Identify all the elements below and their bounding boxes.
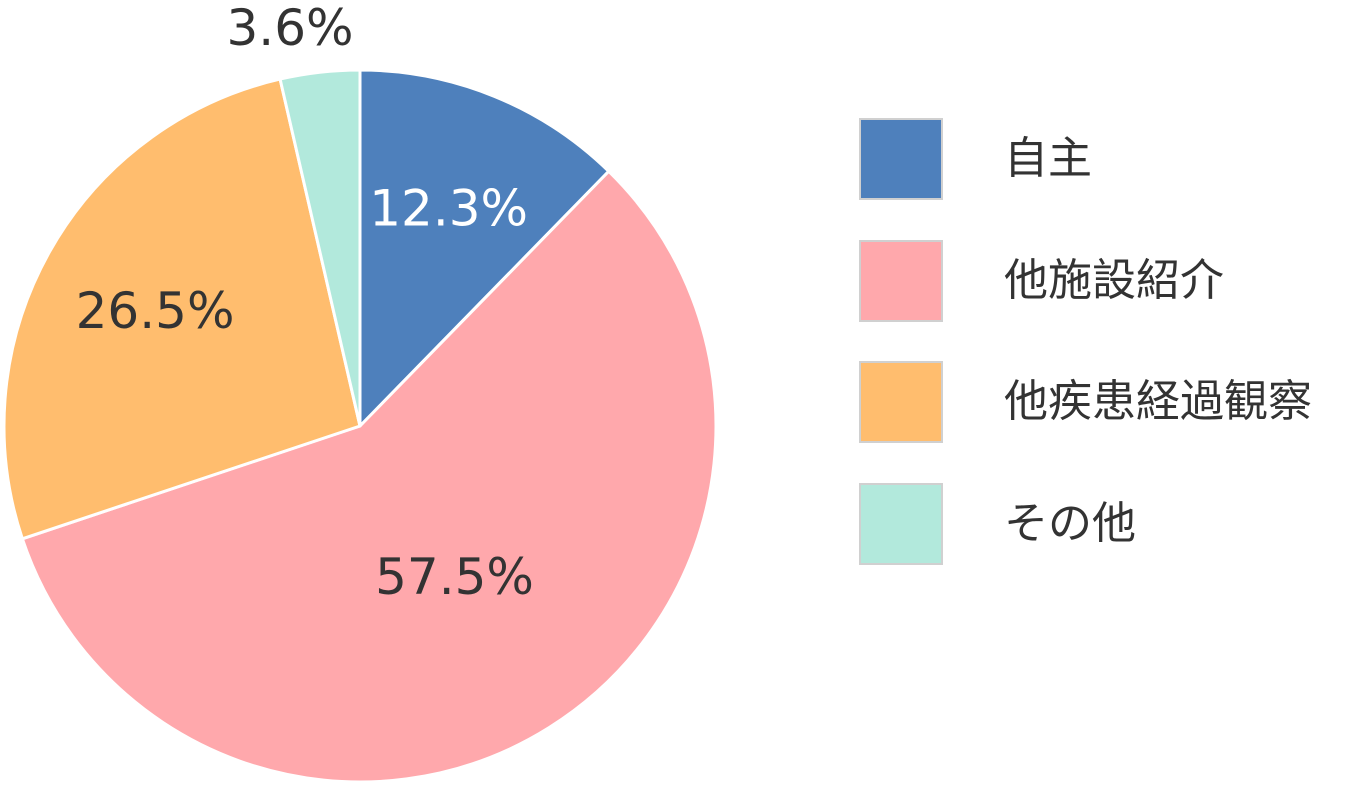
legend-item-other-disease: 他疾患経過観察	[859, 361, 1355, 483]
pie-slice	[20, 169, 718, 784]
legend-swatch	[859, 118, 943, 200]
pie-slice	[2, 77, 362, 541]
legend-label: 他疾患経過観察	[1004, 376, 1312, 427]
legend-label: 自主	[1004, 133, 1092, 184]
slice-value-label: 57.5%	[375, 548, 534, 606]
legend-label: その他	[1004, 497, 1136, 549]
legend-swatch	[859, 361, 943, 443]
slice-value-label: 12.3%	[369, 179, 528, 237]
legend: 自主 他施設紹介 他疾患経過観察 その他	[859, 118, 1355, 604]
pie-chart: 12.3% 57.5% 26.5% 3.6%	[2, 0, 718, 784]
legend-swatch	[859, 239, 943, 322]
legend-item-jishu: 自主	[859, 118, 1355, 240]
legend-item-other: その他	[859, 482, 1355, 605]
slice-value-label: 3.6%	[226, 0, 353, 57]
slice-value-label: 26.5%	[76, 282, 235, 340]
pie-slice	[278, 68, 362, 428]
legend-label: 他施設紹介	[1004, 254, 1224, 306]
pie-slice	[358, 68, 611, 428]
legend-item-referral: 他施設紹介	[859, 239, 1355, 362]
legend-swatch	[859, 482, 943, 565]
